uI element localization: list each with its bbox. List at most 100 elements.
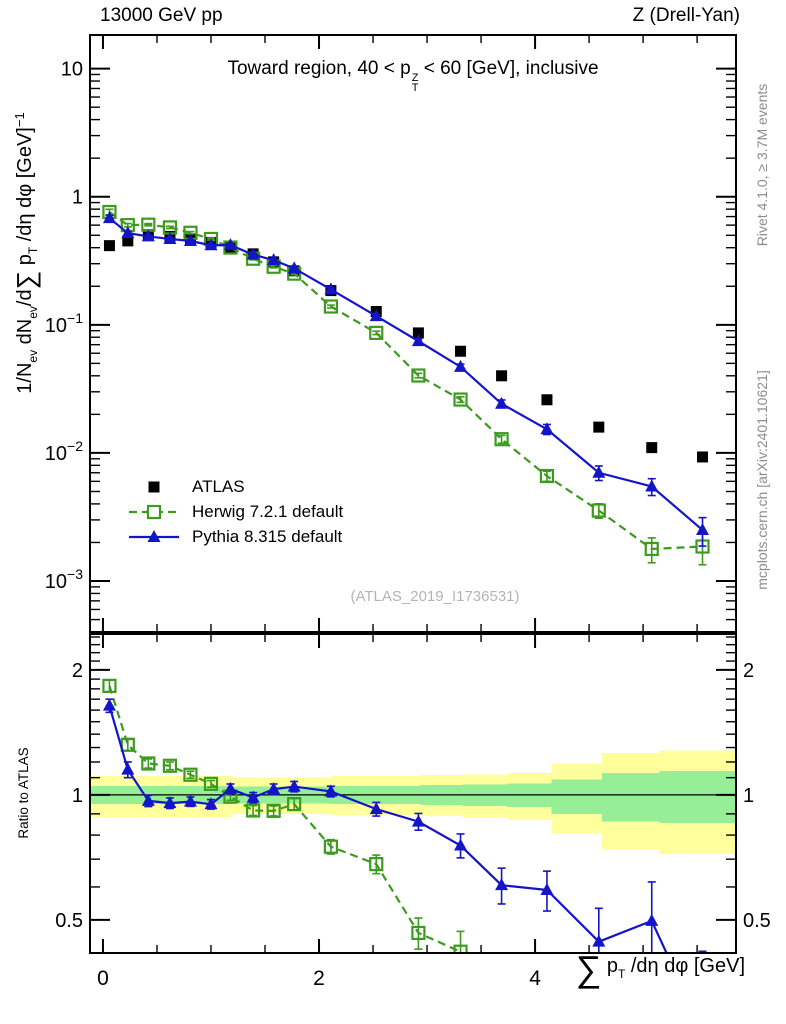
data-point — [141, 756, 156, 771]
main-series-pythia — [102, 211, 710, 547]
ratio-uncertainty-bands — [91, 750, 735, 855]
header-beam: 13000 GeV pp — [100, 5, 223, 26]
ratio-tick-label-left: 2 — [72, 660, 83, 682]
data-point — [223, 238, 237, 251]
data-point — [163, 796, 177, 809]
xl-s1: T — [617, 967, 626, 981]
tspan: 10 — [45, 315, 67, 337]
data-point — [411, 814, 425, 827]
sum-symbol: ∑ — [11, 270, 41, 290]
yl-p5: /dη dφ [GeV] — [14, 127, 36, 247]
data-point — [540, 422, 554, 435]
yl-p4: p — [14, 254, 36, 271]
sum-symbol: ∑ — [575, 948, 602, 989]
data-point — [454, 838, 468, 851]
data-point — [495, 396, 509, 409]
legend-item-herwig: Herwig 7.2.1 default — [128, 499, 343, 524]
data-point — [162, 758, 178, 773]
data-point — [591, 503, 606, 518]
data-point — [103, 240, 115, 252]
data-point — [141, 793, 155, 806]
data-point — [324, 282, 338, 295]
data-point — [141, 229, 155, 242]
x-tick-label: 2 — [313, 967, 325, 990]
pt-sup: Z — [411, 72, 419, 84]
ratio-tick-label-right: 2 — [743, 660, 754, 682]
data-point — [183, 794, 197, 807]
data-point — [102, 698, 116, 711]
main-panel-frame — [89, 34, 737, 633]
data-point — [494, 432, 509, 447]
y-axis-label: 1/Nev dNev/d∑ pT /dη dφ [GeV]−1 — [9, 13, 41, 493]
ratio-tick-label-left: 1 — [72, 785, 83, 807]
data-point — [323, 299, 338, 314]
data-point — [369, 802, 383, 815]
legend-item-pythia: Pythia 8.315 default — [128, 524, 343, 549]
data-point — [183, 767, 198, 782]
y-tick-label: 10−2 — [45, 438, 83, 465]
tspan: −3 — [67, 566, 83, 582]
legend-item-atlas: ATLAS — [128, 474, 343, 499]
ratio-tick-label-left: 0.5 — [55, 910, 83, 932]
ratio-series-herwig — [102, 678, 508, 1006]
series-line — [108, 685, 463, 952]
data-point — [203, 776, 219, 791]
data-point — [645, 479, 659, 492]
yl-p3: /d — [14, 289, 36, 307]
y-tick-label: 10 — [61, 59, 83, 81]
main-series-atlas — [103, 229, 709, 463]
data-point — [495, 878, 509, 891]
xl-p1: p — [601, 955, 618, 977]
data-point — [496, 994, 508, 1006]
yl-s3: T — [26, 246, 40, 255]
data-point — [644, 541, 659, 557]
data-point — [453, 944, 468, 952]
data-point — [204, 238, 218, 251]
legend-marker-herwig-open-square — [129, 504, 179, 519]
yl-s2: ev — [26, 306, 40, 319]
data-point — [204, 797, 218, 810]
x-tick-label: 0 — [97, 967, 109, 990]
data-point — [369, 857, 384, 872]
data-point — [287, 261, 301, 274]
data-point — [121, 762, 135, 775]
y-tick-label: 10−3 — [45, 566, 83, 593]
data-point — [122, 235, 134, 247]
tspan: 1 — [72, 187, 83, 209]
panel-title-pre: Toward region, 40 < p — [227, 58, 411, 79]
data-point — [593, 421, 605, 433]
tspan: 10 — [61, 59, 83, 81]
tspan: 10 — [45, 443, 67, 465]
data-point — [369, 309, 383, 322]
data-point — [645, 913, 659, 926]
ratio-axis-label: Ratio to ATLAS — [16, 747, 31, 839]
data-point — [696, 523, 710, 536]
data-point — [267, 782, 281, 795]
series-line — [108, 211, 703, 551]
data-point — [223, 781, 237, 794]
analysis-watermark: (ATLAS_2019_I1736531) — [350, 588, 520, 605]
y-tick-label: 10−1 — [45, 310, 83, 337]
data-point — [246, 790, 260, 803]
data-point — [287, 779, 301, 792]
data-point — [592, 465, 606, 478]
yl-p1: 1/N — [14, 362, 36, 394]
mcplots-credit-text: mcplots.cern.ch [arXiv:2401.10621] — [754, 370, 770, 590]
legend-label-herwig: Herwig 7.2.1 default — [192, 501, 344, 521]
header-process: Z (Drell-Yan) — [632, 5, 740, 26]
tspan: −1 — [67, 310, 83, 326]
tspan: −2 — [67, 438, 83, 454]
ratio-panel-frame — [89, 633, 737, 954]
main-series-herwig — [102, 204, 710, 566]
x-tick-label: 4 — [529, 967, 541, 990]
data-point — [453, 392, 468, 407]
rivet-version-text: Rivet 4.1.0, ≥ 3.7M events — [754, 83, 770, 247]
data-point — [697, 451, 709, 463]
data-point — [246, 247, 260, 260]
y-tick-label: 1 — [72, 187, 83, 209]
ratio-tick-label-right: 0.5 — [743, 910, 771, 932]
data-point — [411, 925, 426, 941]
legend-marker-atlas-square — [148, 481, 160, 492]
uncertainty-band-inner — [659, 771, 735, 824]
